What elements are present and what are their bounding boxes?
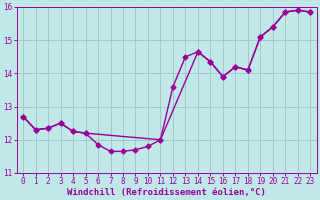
X-axis label: Windchill (Refroidissement éolien,°C): Windchill (Refroidissement éolien,°C) [67,188,266,197]
